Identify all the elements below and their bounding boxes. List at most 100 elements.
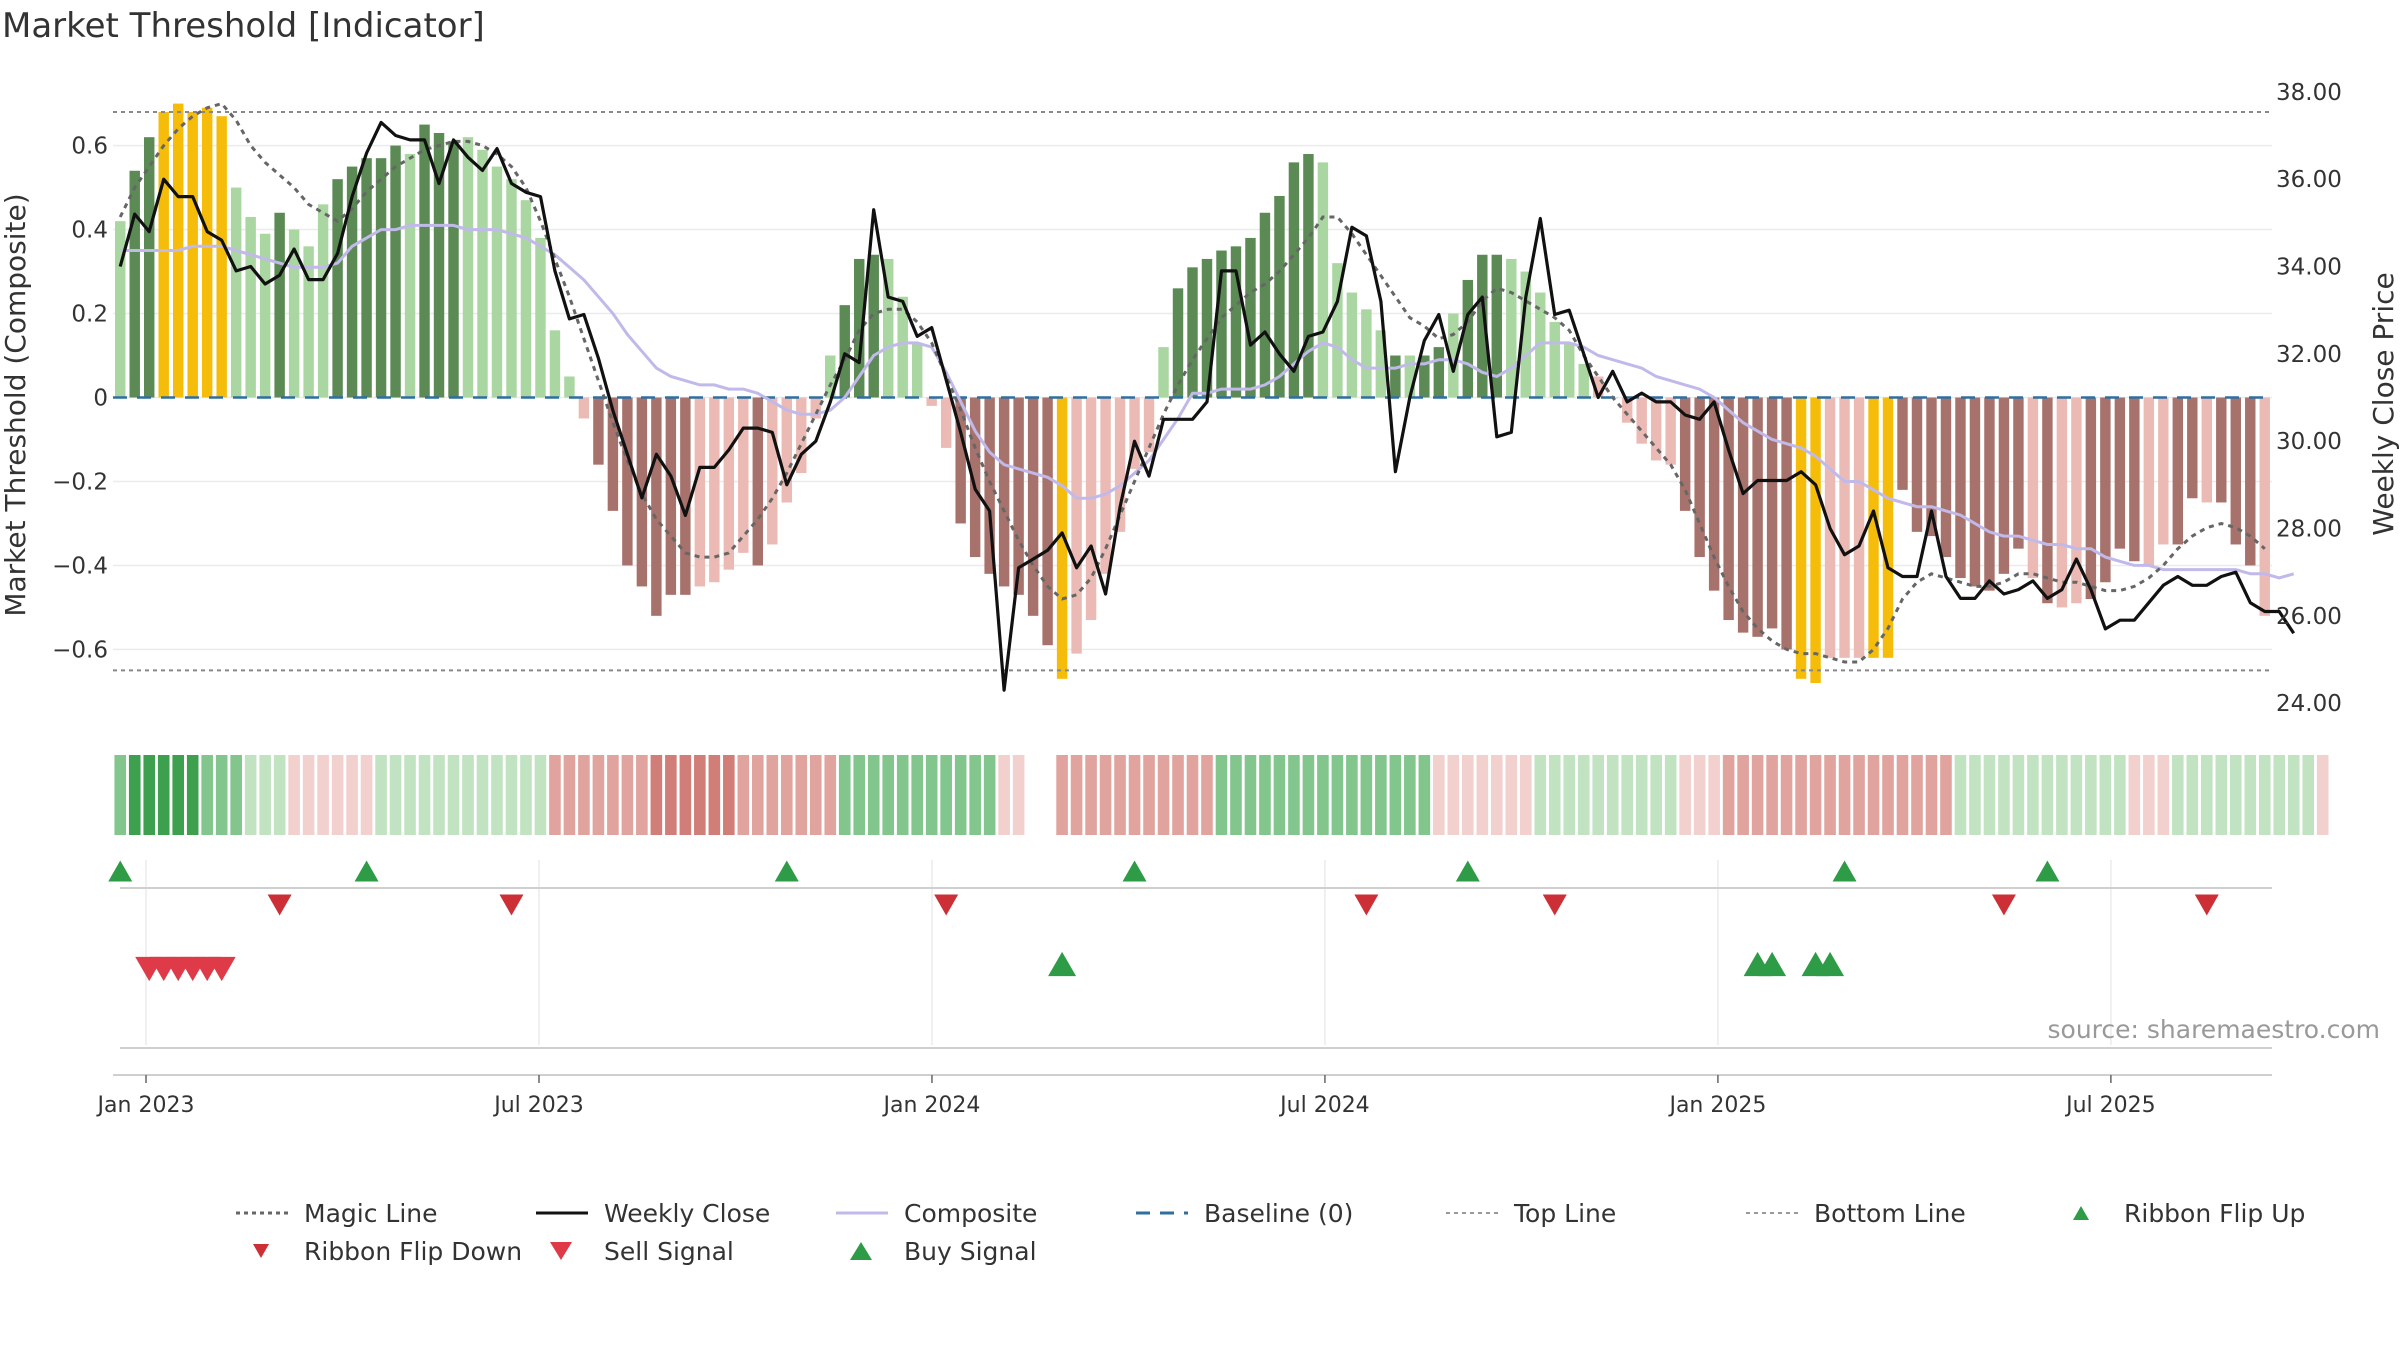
ribbon-cell [1070, 755, 1083, 835]
ribbon-cell [2258, 755, 2271, 835]
bar [1462, 279, 1474, 398]
ribbon-cell [230, 755, 242, 835]
bar [825, 355, 836, 398]
ribbon-cell [1143, 755, 1155, 835]
bar [346, 166, 358, 398]
legend-symbol-icon [1746, 1212, 1798, 1214]
ribbon-cell [1259, 755, 1271, 835]
bar [1100, 397, 1111, 574]
ribbon-cell [273, 755, 286, 835]
bar [622, 397, 633, 566]
bar [1679, 397, 1691, 511]
ribbon-cell [288, 755, 300, 835]
legend-label: Ribbon Flip Up [2124, 1198, 2306, 1228]
ribbon-cell [679, 755, 692, 835]
bar [1346, 292, 1358, 398]
ribbon-cell [1838, 755, 1851, 835]
ribbon-flip-down-marker [1542, 894, 1567, 916]
bar [1694, 397, 1705, 558]
ribbon-cell [1157, 755, 1170, 835]
ribbon-cell [1201, 755, 1213, 835]
ribbon-cell [882, 755, 895, 835]
bar [2071, 397, 2082, 604]
ribbon-flip-down-marker [934, 894, 959, 916]
bar [1375, 330, 1387, 398]
bar [1274, 195, 1285, 398]
bar [2114, 397, 2126, 549]
bar [1230, 246, 1242, 398]
buy-signal-marker [1048, 951, 1077, 977]
bar [535, 237, 546, 398]
ribbon-cell [621, 755, 634, 835]
ribbon-cell [1998, 755, 2010, 835]
bar [477, 149, 488, 398]
ribbon-cell [1751, 755, 1764, 835]
bar [144, 137, 155, 398]
x-tick-label: Jul 2024 [1278, 1093, 1370, 1118]
ribbon-cell [1418, 755, 1431, 835]
ribbon-cell [1462, 755, 1474, 835]
bar [201, 107, 213, 398]
bar [1564, 342, 1575, 398]
ribbon-cell [824, 755, 837, 835]
ribbon-cell [1490, 755, 1503, 835]
bar [2129, 397, 2140, 562]
legend-label: Ribbon Flip Down [304, 1236, 523, 1266]
ribbon-cell [491, 755, 503, 835]
ribbon-cell [433, 755, 445, 835]
bar [230, 187, 242, 398]
ribbon-cell [1940, 755, 1952, 835]
bar [2143, 397, 2155, 566]
y2-tick-label: 26.00 [2276, 604, 2342, 630]
bar [1448, 313, 1459, 398]
bar [2187, 397, 2198, 499]
ribbon-cell [520, 755, 532, 835]
ribbon-flip-down-marker [267, 894, 292, 916]
bar [1998, 397, 2010, 574]
bar [1491, 254, 1503, 398]
ribbon-flip-up-marker [354, 860, 379, 882]
bar [2056, 397, 2068, 608]
ribbon-cell [983, 755, 996, 835]
ribbon-cell [389, 755, 402, 835]
bar [738, 397, 749, 553]
x-tick-label: Jan 2024 [882, 1093, 981, 1118]
ribbon-flip-down-marker [2194, 894, 2219, 916]
legend-item: Sell Signal [530, 1236, 734, 1266]
bar [1245, 237, 1256, 398]
ribbon-cell [1114, 755, 1126, 835]
ribbon-cell [1404, 755, 1416, 835]
bar [854, 258, 865, 398]
ribbon-cell [1012, 755, 1025, 835]
bar [288, 229, 300, 398]
bar [1477, 254, 1488, 398]
chart-title: Market Threshold [Indicator] [2, 6, 485, 46]
ribbon-cell [375, 755, 387, 835]
legend-label: Composite [904, 1198, 1038, 1228]
bar [593, 397, 604, 465]
bar [1187, 267, 1198, 398]
bar [882, 258, 894, 398]
bar [1056, 397, 1068, 679]
ribbon-cell [418, 755, 431, 835]
ribbon-flip-down-marker [499, 894, 524, 916]
ribbon-cell [331, 755, 344, 835]
bar [1361, 309, 1372, 398]
bar [1839, 397, 1850, 658]
bar [839, 305, 850, 398]
bar [1143, 397, 1155, 453]
buy-signal-marker [1758, 951, 1787, 977]
bar [998, 397, 1010, 587]
legend-item: Bottom Line [1740, 1198, 1966, 1228]
ribbon-flip-up-marker [1832, 860, 1857, 882]
bar [1723, 397, 1734, 621]
ribbon-cell [1128, 755, 1141, 835]
legend-symbol-icon [2073, 1206, 2089, 1220]
x-tick-label: Jul 2023 [492, 1093, 584, 1118]
weekly-close-line [118, 120, 2296, 692]
ribbon-cell [1273, 755, 1286, 835]
ribbon-cell [2085, 755, 2097, 835]
ribbon-cell [1244, 755, 1257, 835]
ribbon-cell [1679, 755, 1691, 835]
bar [1332, 263, 1343, 398]
